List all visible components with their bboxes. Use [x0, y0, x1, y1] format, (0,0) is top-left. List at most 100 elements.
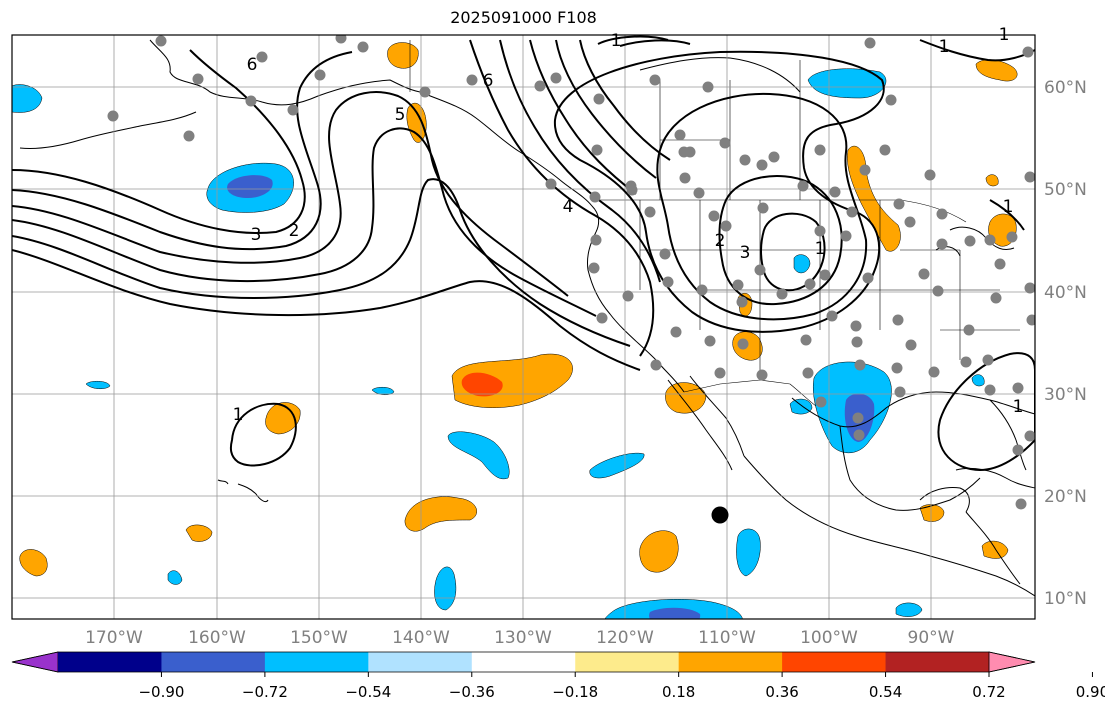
latitude-label: 30°N — [1044, 385, 1087, 405]
station-dot — [245, 95, 257, 107]
station-dot — [287, 104, 299, 116]
colorbar-tick-label: 0.18 — [662, 683, 695, 701]
station-dot — [756, 369, 768, 381]
station-dot — [893, 198, 905, 210]
colorbar-segment — [161, 652, 266, 672]
station-dot — [314, 69, 326, 81]
us-west-coast — [587, 231, 685, 393]
station-dot — [924, 169, 936, 181]
station-dot — [593, 93, 605, 105]
station-dot — [1012, 382, 1024, 394]
station-dot — [736, 296, 748, 308]
graticule — [12, 35, 1035, 619]
gulf-of-california — [689, 375, 745, 457]
station-dot — [107, 110, 119, 122]
contour-line — [555, 39, 657, 179]
longitude-label: 170°W — [85, 628, 143, 648]
contour-label: 1 — [611, 31, 622, 51]
station-dot — [696, 284, 708, 296]
station-dot — [550, 72, 562, 84]
contour-line — [12, 91, 569, 297]
station-dot — [853, 429, 865, 441]
colorbar-segment — [782, 652, 887, 672]
contour-label: 1 — [939, 37, 950, 57]
contour-label: 2 — [289, 221, 300, 241]
us-mexico-border — [683, 379, 817, 407]
station-dot — [644, 206, 656, 218]
canada-us-border — [596, 199, 967, 223]
anomaly-blob — [387, 42, 419, 69]
station-dot — [840, 230, 852, 242]
contour-label: 6 — [247, 55, 258, 75]
mexico-gulf-coast — [839, 425, 981, 511]
station-dot — [851, 336, 863, 348]
anomaly-blob — [649, 607, 701, 619]
anomaly-blob — [461, 372, 503, 397]
station-dot — [936, 208, 948, 220]
hudson-bay-coast — [639, 57, 801, 93]
station-dot — [1024, 282, 1035, 294]
map-background — [12, 35, 1035, 619]
station-dot — [674, 129, 686, 141]
colorbar-segment — [885, 652, 990, 672]
longitude-label: 90°W — [908, 628, 955, 648]
station-dot — [678, 146, 690, 158]
station-dot — [905, 339, 917, 351]
anomaly-blob — [85, 381, 111, 389]
station-dot — [754, 264, 766, 276]
station-dot — [545, 178, 557, 190]
longitude-label: 160°W — [188, 628, 246, 648]
aleutian-chain — [19, 111, 197, 149]
latitude-labels: 60°N 50°N 40°N 30°N 20°N 10°N — [1044, 78, 1087, 609]
contour-line — [553, 50, 885, 333]
anomaly-blob — [589, 452, 645, 479]
station-dot — [719, 137, 731, 149]
station-dot — [1012, 444, 1024, 456]
station-dot — [814, 144, 826, 156]
station-dot — [892, 314, 904, 326]
contour-line — [469, 39, 655, 357]
station-dot — [982, 354, 994, 366]
station-dot — [732, 279, 744, 291]
longitude-label: 130°W — [494, 628, 552, 648]
station-dot — [626, 184, 638, 196]
station-dot — [708, 210, 720, 222]
station-dot — [739, 154, 751, 166]
florida — [989, 399, 1027, 471]
station-dot — [588, 262, 600, 274]
contour-line — [12, 249, 641, 371]
contour-line — [579, 39, 671, 161]
station-dot — [994, 258, 1006, 270]
latitude-label: 50°N — [1044, 180, 1087, 200]
central-america — [965, 511, 1021, 585]
hawaii-islands — [217, 479, 269, 503]
station-dot — [1015, 498, 1027, 510]
station-dot — [1006, 231, 1018, 243]
station-dot — [192, 73, 204, 85]
anomaly-blob — [919, 504, 945, 522]
latitude-label: 20°N — [1044, 487, 1087, 507]
anomaly-blob — [789, 398, 813, 415]
station-dot — [829, 186, 841, 198]
station-dot — [936, 238, 948, 250]
colorbar-tick-label: 0.90 — [1076, 683, 1105, 701]
political-borders — [409, 40, 1020, 407]
state-lines — [639, 200, 1020, 380]
anomaly-blob — [895, 602, 923, 617]
contour-label: 3 — [740, 243, 751, 263]
station-dot — [963, 324, 975, 336]
colorbar-extend-right — [988, 651, 1036, 673]
contour-line — [919, 39, 1035, 62]
anomaly-blob — [12, 84, 43, 113]
station-dot — [928, 366, 940, 378]
longitude-label: 150°W — [290, 628, 348, 648]
anomaly-blob — [185, 524, 213, 542]
latitude-label: 10°N — [1044, 589, 1087, 609]
station-dot — [590, 234, 602, 246]
station-dot — [357, 41, 369, 53]
plot-title: 2025091000 F108 — [450, 8, 597, 27]
canadian-provinces — [659, 60, 801, 200]
longitude-label: 140°W — [392, 628, 450, 648]
anomaly-blob — [665, 382, 707, 414]
station-dot — [984, 234, 996, 246]
